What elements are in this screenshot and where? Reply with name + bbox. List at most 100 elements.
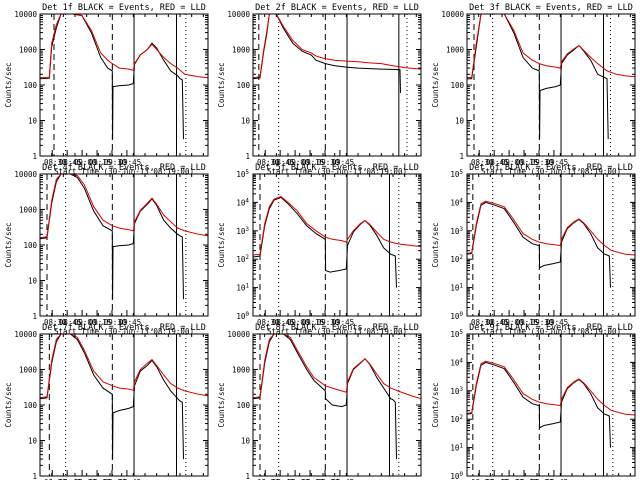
chart-title: Det 7f BLACK = Events, RED = LLD: [42, 323, 206, 333]
chart-title: Det 3f BLACK = Events, RED = LLD: [469, 3, 633, 13]
y-tick-label: 1000: [19, 46, 38, 55]
lld-series-line: [252, 196, 422, 256]
x-tick-label: 08:30: [44, 158, 67, 167]
lld-series-line: [466, 13, 636, 79]
y-tick-label: 103: [450, 226, 463, 236]
y-tick-base: 10: [450, 255, 460, 264]
x-tick-label: 08:30: [44, 478, 67, 480]
y-axis-label: Counts/sec: [431, 62, 440, 107]
y-tick-label: 105: [236, 169, 249, 179]
x-tick-label: 09:15: [89, 318, 112, 327]
x-tick-label: 09:30: [531, 158, 554, 167]
y-axis-label: Counts/sec: [217, 62, 226, 107]
y-tick-base: 10: [450, 415, 460, 424]
events-series-line: [466, 201, 611, 288]
lld-series-line: [252, 13, 422, 79]
x-tick-label: 09:45: [119, 318, 142, 327]
y-tick-label: 10: [28, 277, 38, 286]
y-tick-label: 1000: [19, 206, 38, 215]
y-tick-exponent: 4: [459, 357, 463, 364]
y-tick-label: 100: [236, 311, 249, 321]
x-tick-label: 08:45: [272, 158, 295, 167]
events-series-line: [252, 196, 397, 288]
x-tick-label: 09:15: [516, 158, 539, 167]
chart-panel-6f: Det 6f BLACK = Events, RED = LLD10010110…: [431, 163, 636, 336]
x-tick-label: 08:45: [272, 318, 295, 327]
y-tick-base: 10: [450, 472, 460, 480]
y-tick-label: 100: [450, 81, 464, 90]
x-tick-label: 08:30: [257, 478, 280, 480]
plot-frame: [252, 173, 422, 317]
y-tick-base: 10: [236, 312, 246, 321]
y-tick-base: 10: [236, 255, 246, 264]
x-tick-label: 09:30: [317, 158, 340, 167]
y-tick-base: 10: [450, 198, 460, 207]
chart-title: Det 4f BLACK = Events, RED = LLD: [42, 163, 206, 173]
x-tick-label: 09:15: [516, 478, 539, 480]
events-series-line: [39, 13, 184, 140]
x-tick-label: 09:30: [104, 478, 127, 480]
y-tick-exponent: 4: [459, 197, 463, 204]
x-tick-label: 08:45: [272, 478, 295, 480]
y-tick-label: 100: [23, 241, 37, 250]
chart-panel-3f: Det 3f BLACK = Events, RED = LLD 1 10 100 10…: [431, 3, 636, 176]
y-tick-label: 1: [459, 152, 464, 161]
y-tick-label: 1000: [232, 366, 251, 375]
x-tick-label: 09:45: [546, 318, 569, 327]
x-tick-label: 09:15: [302, 478, 325, 480]
y-tick-base: 10: [450, 387, 460, 396]
y-tick-label: 10: [455, 117, 465, 126]
x-axis-label: Start Time (30-Jun-13 08:19:00): [54, 327, 194, 336]
x-tick-label: 09:00: [74, 158, 97, 167]
x-tick-label: 08:45: [59, 158, 82, 167]
y-tick-exponent: 0: [459, 311, 463, 318]
y-tick-exponent: 3: [459, 386, 463, 393]
events-series-line: [252, 13, 401, 93]
y-tick-label: 103: [236, 226, 249, 236]
y-tick-label: 102: [450, 254, 463, 264]
lld-series-line: [466, 200, 636, 256]
y-tick-exponent: 5: [459, 169, 463, 176]
x-tick-label: 08:45: [59, 478, 82, 480]
lld-series-line: [39, 333, 209, 399]
lld-series-line: [39, 173, 209, 239]
y-axis-label: Counts/sec: [4, 62, 13, 107]
x-tick-label: 08:30: [257, 318, 280, 327]
x-axis-label: Start Time (30-Jun-13 08:19:00): [267, 167, 407, 176]
y-tick-label: 101: [450, 283, 463, 293]
x-tick-label: 08:30: [471, 318, 494, 327]
x-tick-label: 08:30: [471, 478, 494, 480]
x-tick-label: 09:00: [287, 158, 310, 167]
y-tick-exponent: 2: [459, 414, 463, 421]
y-tick-label: 105: [450, 169, 463, 179]
x-tick-label: 09:00: [287, 478, 310, 480]
y-tick-label: 10: [241, 117, 251, 126]
y-tick-label: 101: [450, 443, 463, 453]
y-tick-base: 10: [450, 284, 460, 293]
y-tick-label: 10000: [14, 170, 37, 179]
x-tick-label: 09:15: [89, 158, 112, 167]
y-tick-label: 1: [32, 472, 37, 480]
y-axis-label: Counts/sec: [217, 382, 226, 427]
y-tick-base: 10: [450, 227, 460, 236]
y-tick-exponent: 2: [245, 254, 249, 261]
chart-panel-5f: Det 5f BLACK = Events, RED = LLD10010110…: [217, 163, 422, 336]
y-axis-label: Counts/sec: [431, 222, 440, 267]
chart-title: Det 8f BLACK = Events, RED = LLD: [255, 323, 419, 333]
x-tick-label: 09:00: [501, 318, 524, 327]
y-tick-label: 1: [32, 152, 37, 161]
chart-panel-1f: Det 1f BLACK = Events, RED = LLD 1 10 100 10…: [4, 3, 209, 176]
events-series-line: [252, 333, 397, 460]
chart-title: Det 2f BLACK = Events, RED = LLD: [255, 3, 419, 13]
y-tick-label: 10: [28, 437, 38, 446]
y-tick-exponent: 2: [459, 254, 463, 261]
chart-panel-9f: Det 9f BLACK = Events, RED = LLD10010110…: [431, 323, 636, 480]
x-tick-label: 09:15: [302, 158, 325, 167]
y-tick-base: 10: [236, 284, 246, 293]
y-axis-label: Counts/sec: [4, 382, 13, 427]
lld-series-line: [39, 13, 209, 79]
y-tick-label: 1: [245, 472, 250, 480]
y-tick-label: 104: [450, 197, 463, 207]
y-tick-exponent: 3: [459, 226, 463, 233]
y-tick-exponent: 3: [245, 226, 249, 233]
